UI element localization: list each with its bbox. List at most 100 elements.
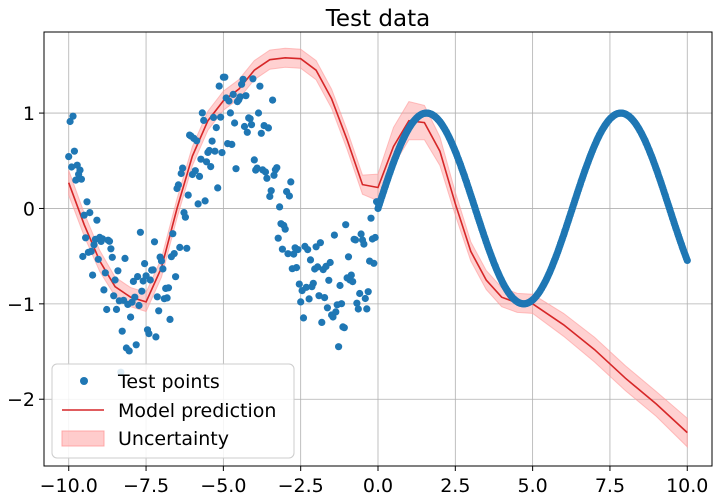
- test-point: [226, 109, 234, 117]
- test-point: [243, 128, 251, 136]
- test-point: [360, 240, 368, 248]
- test-point: [254, 109, 263, 117]
- test-point: [193, 137, 201, 145]
- x-axis-ticks: −10.0 −7.5 −5.0 −2.5 0.0 2.5 5.0 7.5 10.0: [40, 466, 708, 497]
- test-point: [136, 228, 144, 236]
- test-point: [90, 241, 98, 249]
- test-point: [181, 213, 189, 221]
- test-point: [336, 281, 344, 290]
- test-point: [101, 269, 109, 277]
- test-point: [266, 192, 274, 200]
- test-point: [344, 253, 353, 261]
- test-point: [208, 137, 216, 145]
- test-point: [326, 258, 334, 267]
- test-point: [257, 129, 265, 137]
- test-point: [94, 255, 102, 263]
- test-point: [683, 256, 691, 264]
- test-point: [285, 192, 293, 200]
- test-point: [323, 304, 331, 312]
- test-point: [153, 293, 161, 301]
- test-point: [155, 307, 163, 315]
- test-point: [240, 122, 249, 131]
- test-point: [79, 252, 87, 261]
- y-tick-label: −2: [7, 389, 35, 411]
- test-point: [370, 259, 378, 267]
- test-point: [299, 314, 308, 322]
- test-point: [100, 286, 108, 294]
- test-point: [86, 209, 94, 217]
- legend-marker-test-points: [80, 377, 88, 385]
- test-point: [108, 253, 116, 261]
- test-point: [121, 254, 129, 262]
- legend-marker-uncertainty: [61, 430, 105, 447]
- test-point: [261, 168, 270, 176]
- legend: Test points Model prediction Uncertainty: [51, 363, 295, 459]
- test-point: [253, 164, 261, 172]
- test-point: [176, 243, 184, 251]
- test-point: [184, 191, 192, 199]
- y-tick-label: 0: [23, 198, 35, 220]
- test-point: [278, 245, 286, 253]
- test-point: [169, 230, 177, 238]
- test-points: [65, 73, 691, 376]
- x-tick-label: 7.5: [595, 475, 625, 497]
- test-point: [347, 271, 355, 279]
- test-point: [183, 244, 191, 252]
- test-point: [141, 260, 149, 268]
- x-tick-label: −5.0: [200, 475, 246, 497]
- test-point: [112, 305, 121, 313]
- test-point: [207, 163, 215, 171]
- test-point: [134, 273, 142, 281]
- test-point: [351, 236, 360, 244]
- test-point: [172, 273, 180, 281]
- test-point: [314, 263, 322, 271]
- test-point: [229, 90, 237, 98]
- test-point: [269, 96, 277, 104]
- test-point: [354, 305, 362, 313]
- test-point: [287, 178, 295, 186]
- test-point: [110, 292, 118, 300]
- test-point: [89, 271, 97, 279]
- test-point: [264, 124, 272, 132]
- test-point: [364, 288, 372, 296]
- test-point: [80, 211, 88, 219]
- test-point: [202, 158, 211, 166]
- test-point: [195, 172, 204, 180]
- test-point: [77, 175, 85, 183]
- test-point: [246, 115, 254, 123]
- y-axis-ticks: −2 −1 0 1: [7, 103, 44, 411]
- test-point: [302, 283, 310, 291]
- test-point: [150, 238, 159, 246]
- test-point: [321, 294, 329, 302]
- test-point: [127, 313, 135, 321]
- test-point: [231, 119, 239, 127]
- test-point: [209, 113, 218, 121]
- test-point: [129, 277, 137, 285]
- chart-title: Test data: [325, 6, 430, 32]
- test-point: [82, 234, 90, 242]
- test-point: [118, 327, 126, 335]
- test-point: [281, 225, 289, 233]
- test-point: [198, 109, 206, 117]
- test-point: [65, 153, 73, 161]
- test-point: [214, 184, 222, 192]
- test-point: [371, 233, 379, 242]
- test-point: [270, 171, 278, 179]
- test-point: [309, 279, 317, 287]
- test-point: [179, 164, 187, 172]
- test-point: [273, 164, 281, 172]
- test-point: [236, 93, 244, 101]
- test-point: [294, 246, 302, 254]
- test-point: [225, 97, 233, 105]
- test-point: [242, 92, 250, 100]
- test-point: [200, 116, 208, 124]
- test-point: [239, 75, 247, 83]
- test-point: [170, 250, 178, 258]
- test-point: [292, 264, 301, 272]
- test-point: [363, 305, 371, 313]
- test-point: [218, 149, 226, 157]
- test-point: [267, 187, 275, 195]
- test-point: [157, 257, 166, 265]
- y-tick-label: −1: [7, 294, 35, 316]
